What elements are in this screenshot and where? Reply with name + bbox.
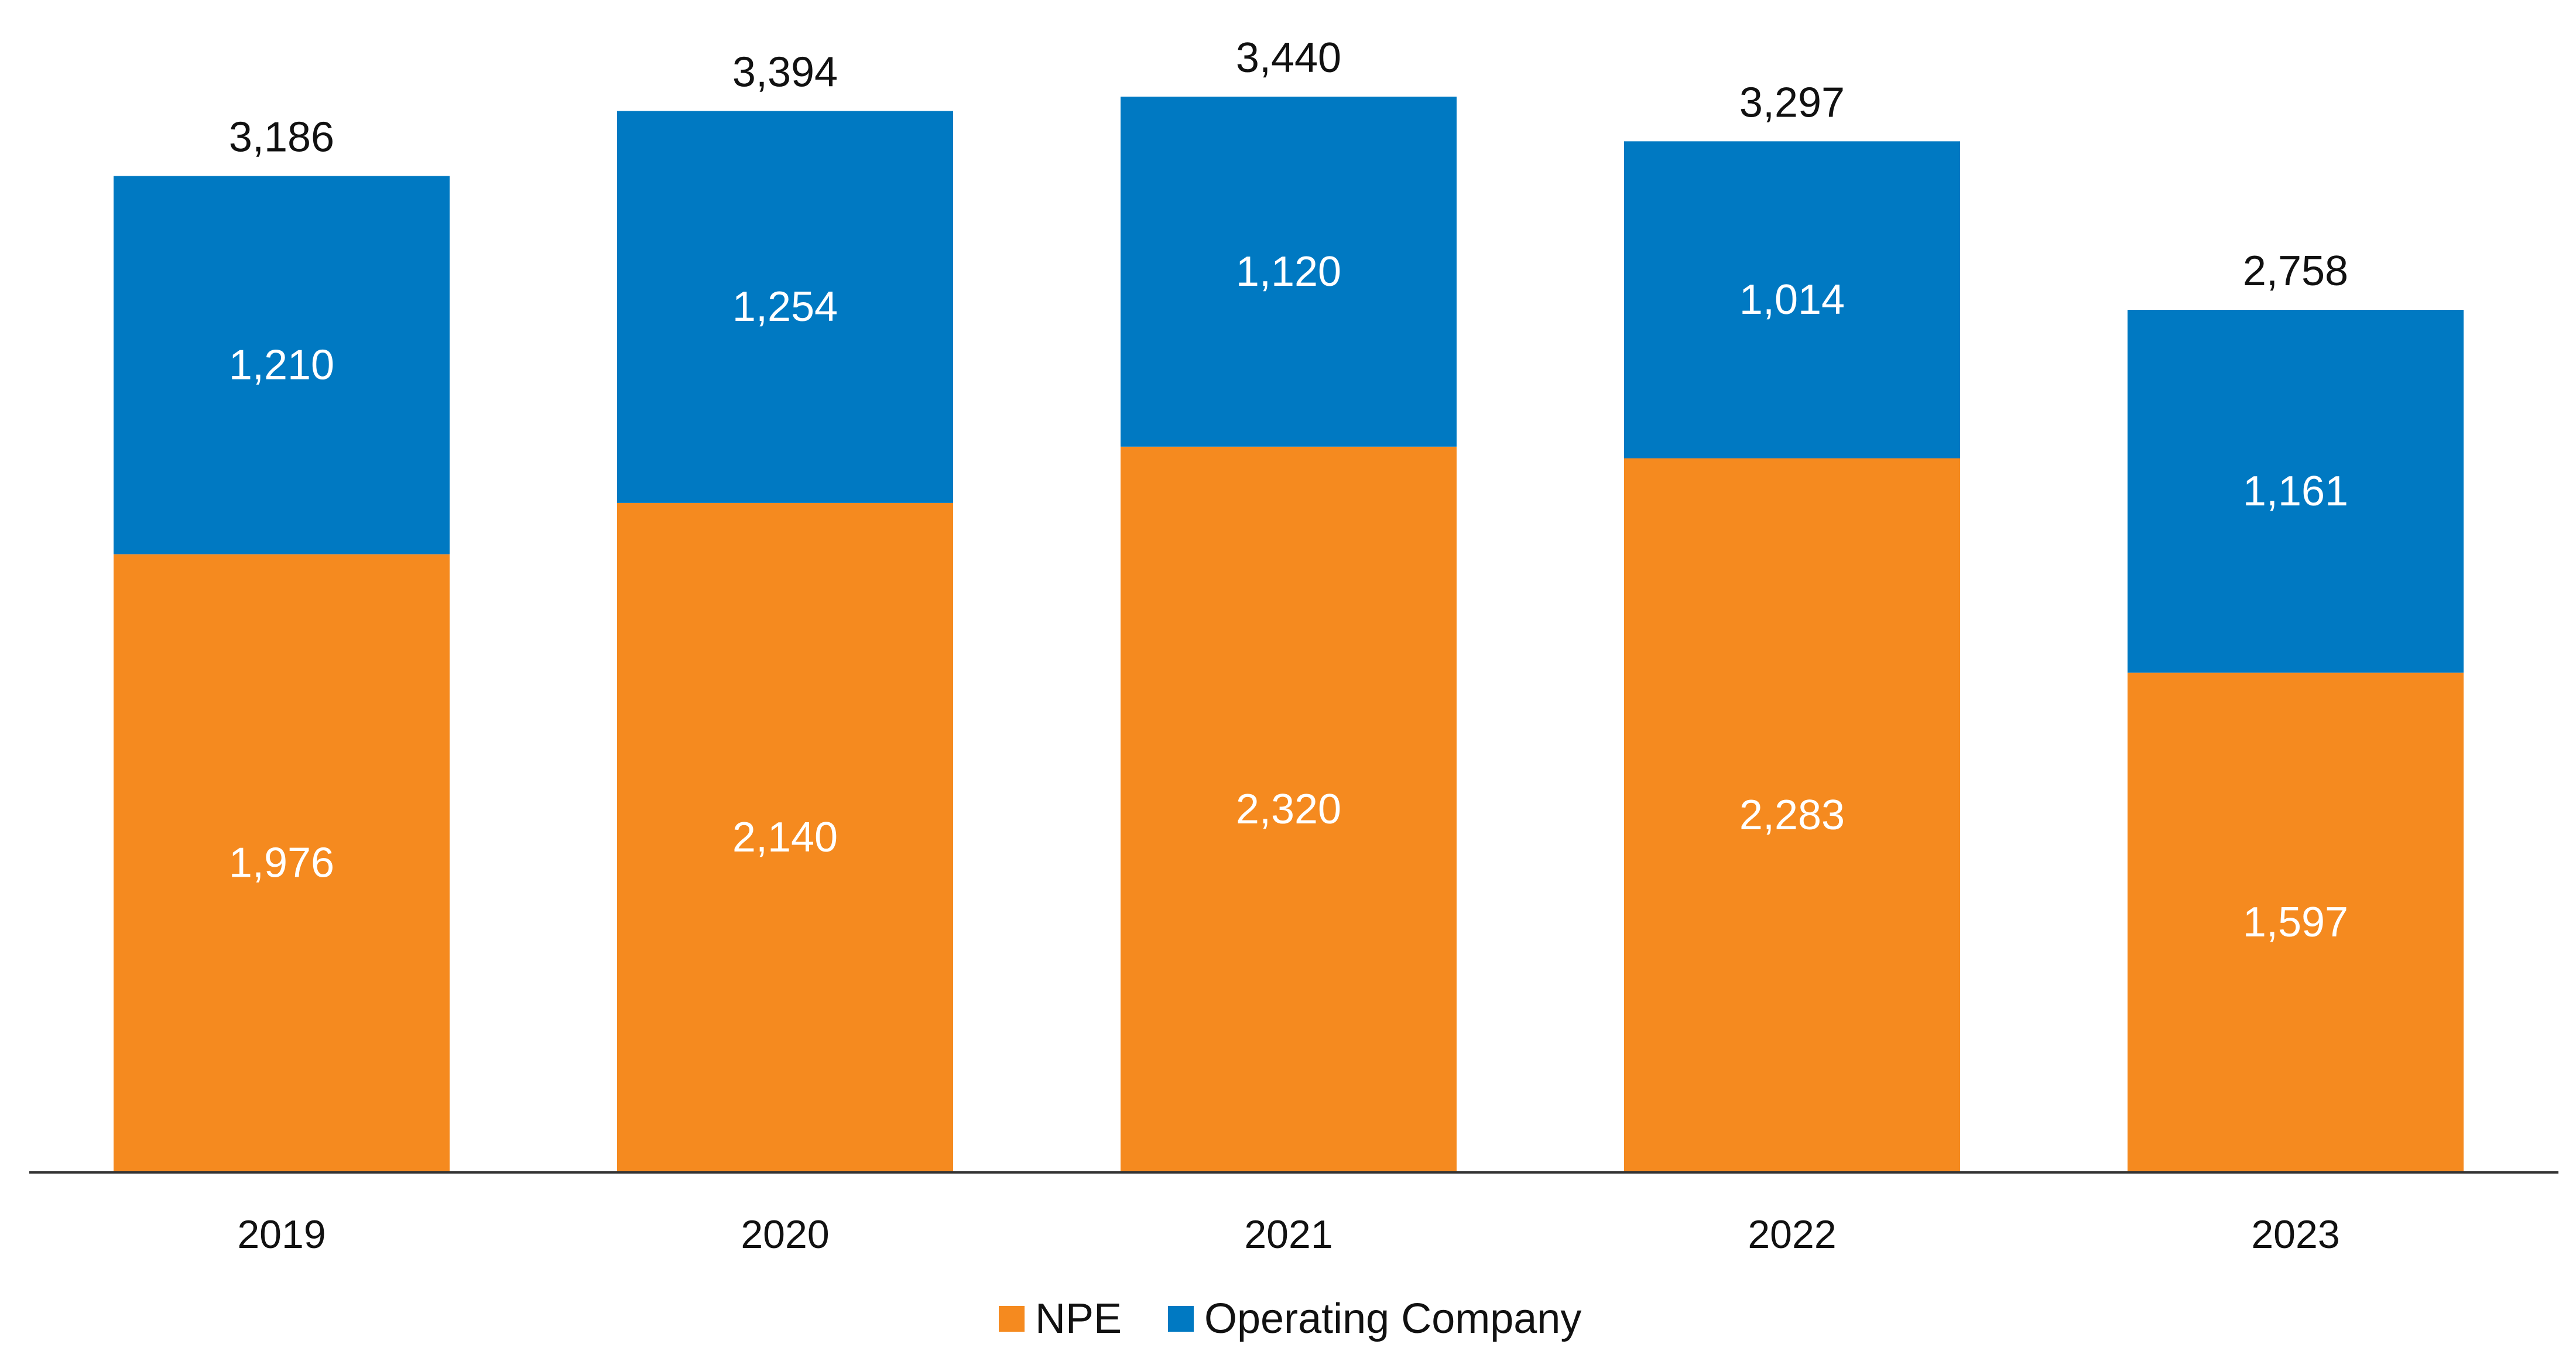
x-tick-label-2020: 2020 (741, 1212, 829, 1257)
segment-label-npe-2020: 2,140 (732, 814, 838, 861)
legend: NPE Operating Company (999, 1295, 1581, 1342)
chart-canvas: 1,976 1,210 3,186 2,140 1,254 3,394 2,320 1,120… (0, 0, 2576, 1358)
x-tick-label-2019: 2019 (237, 1212, 326, 1257)
segment-label-operating-company-2020: 1,254 (732, 283, 838, 330)
segment-label-npe-2023: 1,597 (2243, 899, 2348, 946)
segment-label-npe-2021: 2,320 (1236, 786, 1341, 833)
segment-label-operating-company-2023: 1,161 (2243, 468, 2348, 515)
segment-label-npe-2022: 2,283 (1739, 792, 1845, 839)
segment-label-npe-2019: 1,976 (229, 840, 334, 887)
total-label-2021: 3,440 (1236, 35, 1341, 81)
total-label-2020: 3,394 (732, 49, 838, 96)
total-label-2019: 3,186 (229, 114, 334, 161)
segment-label-operating-company-2022: 1,014 (1739, 276, 1845, 323)
x-tick-label-2022: 2022 (1748, 1212, 1836, 1257)
legend-swatch-operating-company (1168, 1306, 1194, 1332)
segment-label-operating-company-2019: 1,210 (229, 341, 334, 388)
x-tick-label-2021: 2021 (1244, 1212, 1332, 1257)
legend-label-npe: NPE (1035, 1295, 1122, 1342)
total-label-2022: 3,297 (1739, 79, 1845, 126)
legend-label-operating-company: Operating Company (1204, 1295, 1581, 1342)
legend-swatch-npe (999, 1306, 1025, 1332)
x-tick-labels: 2019 2020 2021 2022 2023 (237, 1212, 2339, 1257)
total-label-2023: 2,758 (2243, 248, 2348, 295)
segment-label-operating-company-2021: 1,120 (1236, 248, 1341, 295)
x-tick-label-2023: 2023 (2251, 1212, 2339, 1257)
stacked-bar-chart: 1,976 1,210 3,186 2,140 1,254 3,394 2,320 1,120… (0, 0, 2576, 1358)
